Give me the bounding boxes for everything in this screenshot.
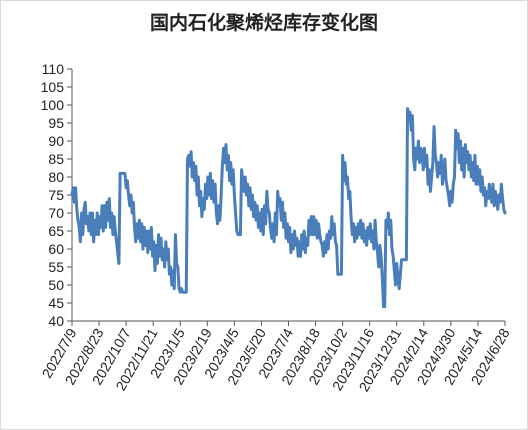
y-tick-label: 110 xyxy=(42,61,65,77)
y-tick-label: 90 xyxy=(48,133,64,149)
y-tick-label: 65 xyxy=(48,223,64,239)
y-tick-label: 60 xyxy=(48,241,64,257)
y-tick-label: 85 xyxy=(48,151,64,167)
series-line xyxy=(70,107,507,309)
y-tick-label: 40 xyxy=(48,313,64,329)
y-tick-label: 100 xyxy=(41,97,65,113)
y-tick-label: 50 xyxy=(48,277,64,293)
y-tick-label: 45 xyxy=(48,295,64,311)
y-tick-label: 95 xyxy=(48,115,64,131)
chart-title: 国内石化聚烯烃库存变化图 xyxy=(149,12,378,34)
y-tick-label: 55 xyxy=(48,259,64,275)
y-tick-label: 80 xyxy=(48,169,64,185)
series-layer xyxy=(70,107,507,309)
y-axis: 40 45 50 55 60 65 70 75 80 85 90 95 100 105 110 xyxy=(41,61,73,329)
x-axis: 2022/7/92022/8/232022/10/72022/11/212023… xyxy=(38,320,513,394)
y-tick-label: 75 xyxy=(48,187,64,203)
y-tick-label: 70 xyxy=(48,205,64,221)
y-tick-label: 105 xyxy=(41,79,65,95)
